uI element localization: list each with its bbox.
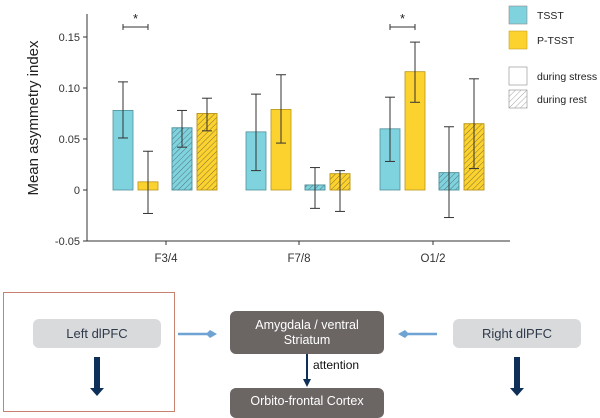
center-node-line1: Amygdala / ventral [255, 317, 359, 332]
significance-star: * [400, 11, 405, 26]
attention-label: attention [313, 358, 360, 372]
right-down-arrow [510, 357, 524, 396]
amygdala-striatum-node: Amygdala / ventral Striatum [230, 311, 384, 354]
right-dlpfc-label: Right dlPFC [481, 326, 553, 341]
y-tick-label: 0.10 [59, 83, 80, 95]
legend-label-rest: during rest [537, 94, 587, 106]
center-down-arrow [303, 354, 311, 387]
right-dlpfc-node: Right dlPFC [453, 319, 581, 348]
legend-swatch-rest [508, 89, 528, 109]
y-tick-label: 0.15 [59, 32, 80, 44]
y-tick-label: -0.05 [55, 236, 80, 248]
left-to-center-arrow [178, 330, 217, 338]
legend-swatch-stress [508, 66, 528, 86]
y-axis-label: Mean asymmetry index [25, 40, 42, 196]
x-tick-label: O1/2 [421, 253, 446, 265]
error-bars [118, 41, 479, 219]
legend-label-tsst: TSST [537, 10, 564, 22]
y-tick-label: 0.05 [59, 134, 80, 146]
center-node-line2: Striatum [283, 332, 331, 347]
bottom-node-label: Orbito-frontal Cortex [250, 394, 364, 408]
highlight-frame [3, 292, 175, 412]
legend-swatch-ptsst [508, 30, 528, 50]
left-dlpfc-node: Left dlPFC [33, 319, 161, 348]
y-tick-label: 0 [74, 185, 80, 197]
left-dlpfc-label: Left dlPFC [66, 326, 128, 341]
right-to-center-arrow [398, 330, 437, 338]
orbitofrontal-node: Orbito-frontal Cortex [230, 388, 384, 418]
bars [112, 71, 485, 191]
significance-markers: * * [122, 11, 416, 30]
legend: TSST P-TSST during stress during rest [508, 5, 597, 109]
significance-star: * [133, 11, 138, 26]
legend-label-stress: during stress [537, 71, 597, 83]
x-tick-label: F3/4 [154, 253, 178, 265]
legend-swatch-tsst [508, 5, 528, 25]
x-tick-label: F7/8 [287, 253, 310, 265]
legend-label-ptsst: P-TSST [537, 35, 575, 47]
axes: -0.05 0 0.05 0.10 0.15 F3/4 F7/8 O1/2 [55, 14, 510, 265]
